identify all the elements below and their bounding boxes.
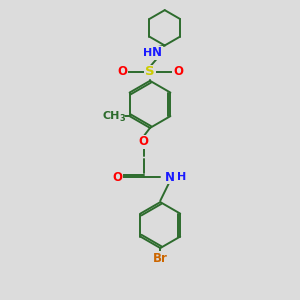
Text: N: N [165,171,175,184]
Text: S: S [145,65,155,79]
Text: N: N [152,46,162,59]
Text: H: H [177,172,186,182]
Text: O: O [117,65,127,79]
Text: O: O [112,171,122,184]
Text: CH: CH [103,111,120,121]
Text: 3: 3 [119,114,125,123]
Text: O: O [173,65,183,79]
Text: O: O [139,135,148,148]
Text: H: H [143,48,153,58]
Text: Br: Br [153,252,168,265]
